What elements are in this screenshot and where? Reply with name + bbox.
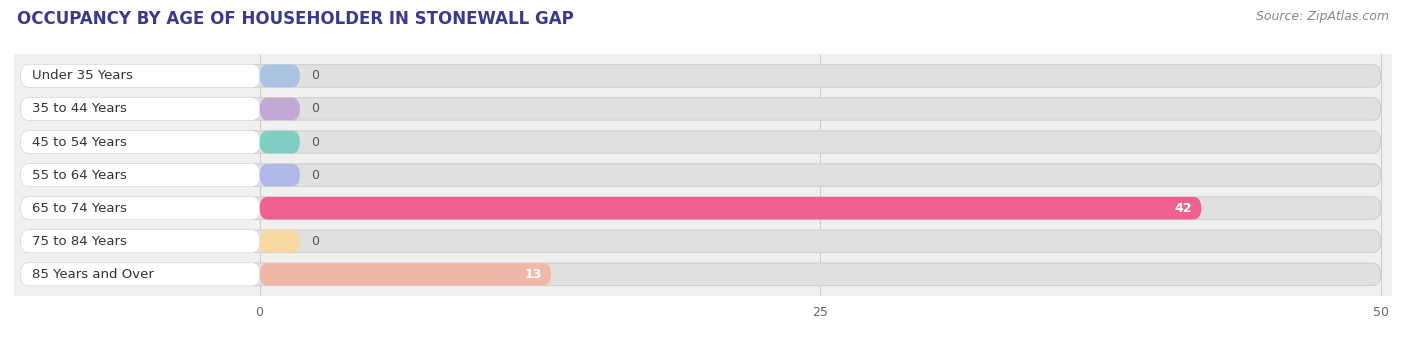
FancyBboxPatch shape (21, 65, 1381, 87)
Text: 85 Years and Over: 85 Years and Over (32, 268, 153, 281)
FancyBboxPatch shape (260, 230, 299, 253)
FancyBboxPatch shape (21, 164, 1381, 186)
FancyBboxPatch shape (21, 230, 260, 253)
FancyBboxPatch shape (21, 131, 1381, 153)
Text: Source: ZipAtlas.com: Source: ZipAtlas.com (1256, 10, 1389, 23)
FancyBboxPatch shape (21, 98, 260, 120)
FancyBboxPatch shape (260, 65, 299, 87)
FancyBboxPatch shape (21, 164, 260, 186)
FancyBboxPatch shape (21, 230, 1381, 253)
FancyBboxPatch shape (21, 197, 1381, 219)
FancyBboxPatch shape (21, 263, 260, 286)
Text: 0: 0 (311, 136, 319, 149)
FancyBboxPatch shape (260, 164, 299, 186)
Text: Under 35 Years: Under 35 Years (32, 69, 134, 82)
Text: OCCUPANCY BY AGE OF HOUSEHOLDER IN STONEWALL GAP: OCCUPANCY BY AGE OF HOUSEHOLDER IN STONE… (17, 10, 574, 28)
Text: 0: 0 (311, 235, 319, 248)
Text: 55 to 64 Years: 55 to 64 Years (32, 169, 127, 182)
Text: 13: 13 (524, 268, 543, 281)
Text: 0: 0 (311, 102, 319, 116)
Text: 0: 0 (311, 169, 319, 182)
FancyBboxPatch shape (260, 131, 299, 153)
Text: 75 to 84 Years: 75 to 84 Years (32, 235, 127, 248)
FancyBboxPatch shape (21, 98, 1381, 120)
FancyBboxPatch shape (260, 197, 1201, 219)
FancyBboxPatch shape (21, 131, 260, 153)
FancyBboxPatch shape (260, 98, 299, 120)
Text: 65 to 74 Years: 65 to 74 Years (32, 202, 127, 215)
Text: 0: 0 (311, 69, 319, 82)
FancyBboxPatch shape (21, 197, 260, 219)
FancyBboxPatch shape (21, 263, 1381, 286)
FancyBboxPatch shape (21, 65, 260, 87)
FancyBboxPatch shape (260, 263, 551, 286)
Text: 42: 42 (1175, 202, 1192, 215)
Text: 45 to 54 Years: 45 to 54 Years (32, 136, 127, 149)
Text: 35 to 44 Years: 35 to 44 Years (32, 102, 127, 116)
